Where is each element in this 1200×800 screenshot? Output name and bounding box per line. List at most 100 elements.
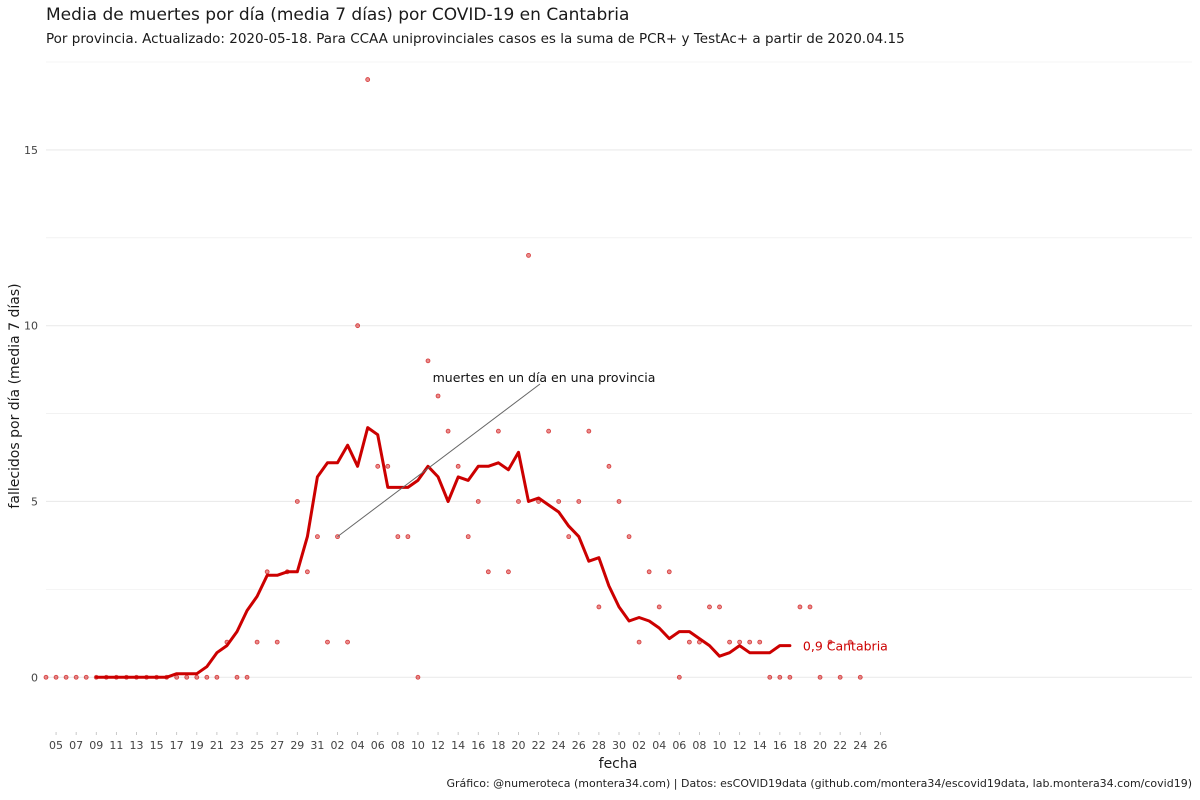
x-tick-label: 26 xyxy=(572,739,586,752)
data-point xyxy=(445,428,451,434)
x-tick-label: 28 xyxy=(592,739,606,752)
data-point xyxy=(807,604,813,610)
x-tick-label: 02 xyxy=(331,739,345,752)
data-point xyxy=(676,674,682,680)
data-point xyxy=(415,674,421,680)
x-tick-label: 21 xyxy=(210,739,224,752)
data-point xyxy=(43,674,49,680)
x-tick-label: 24 xyxy=(853,739,867,752)
data-point xyxy=(315,534,320,540)
data-point xyxy=(606,463,612,469)
data-point xyxy=(174,674,180,680)
data-point xyxy=(234,674,240,680)
data-point xyxy=(385,463,391,469)
data-point xyxy=(264,569,270,575)
data-point xyxy=(857,674,863,680)
data-point xyxy=(556,499,562,504)
data-point xyxy=(475,499,481,504)
x-tick-label: 19 xyxy=(190,739,204,752)
data-point xyxy=(455,463,461,469)
x-tick-label: 20 xyxy=(813,739,827,752)
chart-subtitle: Por provincia. Actualizado: 2020-05-18. … xyxy=(46,31,905,47)
x-tick-label: 16 xyxy=(773,739,787,752)
x-tick-label: 22 xyxy=(532,739,546,752)
data-point xyxy=(204,674,210,680)
data-point xyxy=(465,534,471,540)
data-point xyxy=(656,604,662,610)
data-point xyxy=(837,674,843,680)
data-point xyxy=(686,639,692,645)
x-tick-label: 18 xyxy=(793,739,807,752)
data-point xyxy=(797,604,803,610)
x-tick-label: 23 xyxy=(230,739,244,752)
y-axis-title: fallecidos por día (media 7 días) xyxy=(7,283,23,508)
data-point xyxy=(526,252,531,258)
data-point xyxy=(214,674,220,680)
x-axis-title: fecha xyxy=(599,756,638,772)
x-tick-label: 16 xyxy=(471,739,485,752)
x-tick-label: 13 xyxy=(129,739,143,752)
x-tick-label: 05 xyxy=(49,739,63,752)
x-tick-label: 08 xyxy=(692,739,706,752)
data-point xyxy=(777,674,783,680)
series-lines: 0,9 Cantabria xyxy=(94,426,888,679)
annotation-label: muertes en un día en una provincia xyxy=(433,370,656,385)
y-tick-label: 5 xyxy=(31,495,38,508)
data-point xyxy=(405,534,411,540)
data-point xyxy=(506,569,511,575)
data-point xyxy=(294,499,300,504)
data-point xyxy=(566,534,572,540)
data-point xyxy=(435,393,441,399)
data-point xyxy=(184,674,190,680)
data-point xyxy=(636,639,642,645)
data-point xyxy=(63,674,69,680)
x-tick-label: 25 xyxy=(250,739,264,752)
data-point xyxy=(495,428,501,434)
x-tick-label: 04 xyxy=(652,739,666,752)
chart-caption: Gráfico: @numeroteca (montera34.com) | D… xyxy=(446,777,1192,790)
data-point xyxy=(375,463,381,469)
x-tick-label: 12 xyxy=(431,739,445,752)
data-point xyxy=(707,604,712,610)
data-point xyxy=(485,569,491,575)
data-point xyxy=(626,534,632,540)
y-tick-label: 0 xyxy=(31,671,38,684)
x-tick-label: 18 xyxy=(491,739,505,752)
series-line xyxy=(94,426,792,679)
data-point xyxy=(616,499,622,504)
data-point xyxy=(274,639,280,645)
data-point xyxy=(666,569,672,575)
x-tick-label: 14 xyxy=(753,739,767,752)
x-tick-label: 17 xyxy=(170,739,184,752)
x-tick-label: 12 xyxy=(733,739,747,752)
x-tick-label: 30 xyxy=(612,739,626,752)
data-point xyxy=(83,674,89,680)
x-tick-label: 04 xyxy=(351,739,365,752)
data-point xyxy=(194,674,200,680)
data-point xyxy=(365,77,371,82)
annotation-layer: muertes en un día en una provincia xyxy=(337,370,656,538)
x-tick-label: 20 xyxy=(511,739,525,752)
data-point xyxy=(586,428,592,434)
data-point xyxy=(254,639,260,645)
data-point xyxy=(737,639,743,645)
x-tick-label: 26 xyxy=(873,739,887,752)
x-tick-label: 06 xyxy=(672,739,686,752)
data-point xyxy=(727,639,732,645)
y-tick-label: 10 xyxy=(24,320,38,333)
x-tick-label: 15 xyxy=(150,739,164,752)
x-tick-label: 11 xyxy=(109,739,123,752)
data-point xyxy=(345,639,350,645)
chart-title: Media de muertes por día (media 7 días) … xyxy=(46,5,630,25)
data-point xyxy=(355,323,361,329)
data-point xyxy=(546,428,552,434)
data-point xyxy=(576,499,582,504)
x-tick-label: 10 xyxy=(713,739,727,752)
data-point xyxy=(425,358,431,364)
data-point xyxy=(767,674,773,680)
x-tick-label: 06 xyxy=(371,739,385,752)
grid-lines xyxy=(46,61,1192,678)
data-point xyxy=(757,639,763,645)
